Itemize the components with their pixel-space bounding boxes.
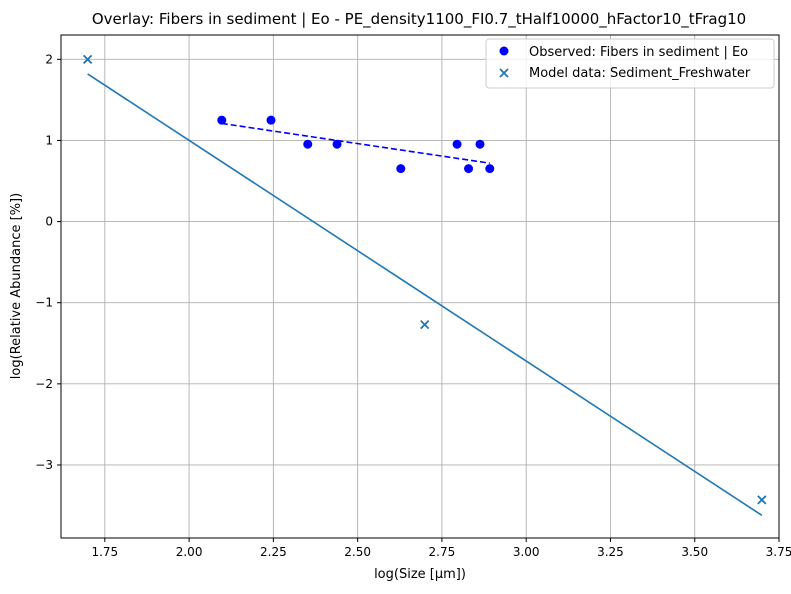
y-tick-label: −2 — [35, 377, 53, 391]
x-tick-label: 3.75 — [766, 545, 791, 559]
fit-lines — [87, 73, 763, 516]
y-axis-label: log(Relative Abundance [%]) — [9, 193, 24, 379]
model-point — [420, 319, 430, 330]
legend-marker-model — [499, 68, 509, 78]
plot-frame — [60, 34, 780, 539]
model-point — [82, 54, 93, 64]
observed-fit-line — [221, 122, 490, 164]
y-tick-label: 1 — [45, 133, 53, 147]
observed-point — [332, 139, 342, 149]
model-fit-line — [87, 73, 763, 516]
x-axis-ticks: 1.75 2.00 2.25 2.50 2.75 3.00 3.25 3.50 3.75 — [91, 538, 791, 559]
x-axis-label: log(Size [µm]) — [374, 567, 466, 582]
x-tick-label: 2.50 — [344, 545, 371, 559]
x-tick-label: 1.75 — [91, 545, 118, 559]
y-tick-label: −3 — [35, 458, 53, 472]
observed-point — [464, 164, 474, 174]
observed-point — [475, 139, 485, 149]
x-tick-label: 2.25 — [260, 545, 287, 559]
chart-title: Overlay: Fibers in sediment | Eo - PE_de… — [92, 10, 746, 29]
observed-point — [396, 164, 406, 174]
observed-point — [303, 139, 313, 149]
legend-label-model: Model data: Sediment_Freshwater — [529, 66, 751, 81]
legend-label-observed: Observed: Fibers in sediment | Eo — [529, 45, 748, 60]
legend-box — [485, 38, 775, 89]
legend-marker-observed — [499, 46, 509, 56]
x-tick-label: 3.00 — [513, 545, 540, 559]
y-axis-ticks: −3 −2 −1 0 1 2 — [35, 52, 61, 472]
legend: Observed: Fibers in sediment | Eo Model … — [485, 38, 775, 89]
observed-point — [452, 139, 462, 149]
data-points — [82, 54, 767, 505]
x-tick-label: 3.25 — [597, 545, 624, 559]
y-tick-label: −1 — [35, 296, 53, 310]
x-tick-label: 2.75 — [429, 545, 456, 559]
x-tick-label: 3.50 — [681, 545, 708, 559]
observed-point — [485, 164, 495, 174]
x-tick-label: 2.00 — [176, 545, 203, 559]
y-tick-label: 2 — [45, 52, 53, 66]
observed-point — [217, 115, 227, 125]
model-point — [757, 495, 767, 505]
y-tick-label: 0 — [45, 215, 53, 229]
observed-point — [266, 115, 276, 125]
